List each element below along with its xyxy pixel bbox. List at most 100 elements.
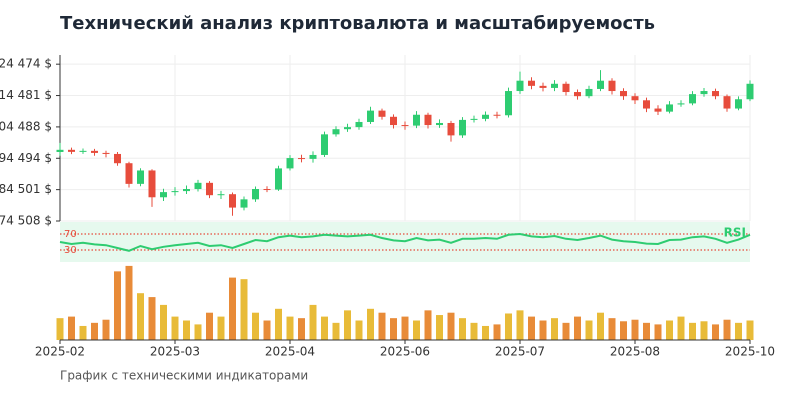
- volume-bar: [263, 320, 271, 340]
- candle-body: [125, 163, 133, 184]
- volume-bar: [148, 297, 156, 340]
- x-tick-label: 2025-03: [150, 345, 200, 359]
- candle-body: [344, 127, 351, 130]
- candle-body: [183, 189, 190, 192]
- volume-bar: [746, 320, 754, 340]
- volume-bar: [413, 320, 420, 340]
- volume-bar: [528, 316, 535, 340]
- volume-bar: [355, 320, 363, 340]
- volume-bar: [482, 325, 489, 340]
- candle-body: [677, 103, 685, 105]
- volume-bar: [620, 321, 627, 340]
- candle-body: [217, 194, 225, 196]
- candle-body: [447, 122, 455, 136]
- candle-body: [286, 158, 294, 169]
- volume-bar: [551, 318, 558, 340]
- volume-bar: [114, 271, 121, 340]
- candle-body: [137, 170, 144, 184]
- candle-body: [689, 94, 696, 104]
- x-tick-label: 2025-08: [610, 345, 660, 359]
- candle-body: [378, 110, 386, 117]
- volume-bar: [470, 322, 478, 340]
- volume-bar: [332, 322, 340, 340]
- candle-body: [574, 92, 581, 97]
- volume-bar: [252, 312, 259, 340]
- volume-bar: [436, 315, 443, 340]
- volume-bar: [643, 322, 650, 340]
- x-tick-label: 2025-07: [495, 345, 545, 359]
- volume-bar: [171, 316, 179, 340]
- volume-bar: [585, 320, 593, 340]
- footnote: График с техническими индикаторами: [60, 369, 308, 383]
- volume-bar: [562, 322, 570, 340]
- x-tick-label: 2025-06: [380, 345, 430, 359]
- candle-body: [712, 91, 719, 97]
- candle-body: [240, 199, 248, 208]
- volume-bar: [689, 322, 696, 340]
- candle-body: [160, 192, 167, 198]
- candle-body: [321, 134, 328, 155]
- candle-body: [309, 154, 317, 159]
- volume-bar: [102, 319, 110, 340]
- rsi-label: RSI: [724, 226, 746, 240]
- x-tick-label: 2025-02: [35, 345, 85, 359]
- rsi-line: [59, 232, 751, 252]
- volume-bar: [206, 312, 213, 340]
- candle-body: [298, 158, 305, 160]
- y-tick-label: 84 501 $: [0, 182, 52, 196]
- candle-body: [551, 83, 558, 88]
- candle-body: [746, 83, 754, 100]
- volume-bar: [91, 322, 98, 340]
- candle-body: [252, 189, 259, 200]
- candle-body: [91, 150, 98, 153]
- candle-body: [401, 125, 409, 127]
- candle-body: [700, 91, 708, 95]
- candle-body: [654, 108, 662, 112]
- candle-body: [631, 96, 639, 101]
- y-tick-label: 114 481 $: [0, 88, 52, 102]
- candle-body: [68, 149, 75, 152]
- candle-body: [620, 91, 627, 97]
- volume-bar: [309, 304, 317, 340]
- candle-body: [102, 152, 110, 154]
- y-tick-label: 104 488 $: [0, 119, 52, 133]
- candle-body: [562, 83, 570, 93]
- x-tick-label: 2025-10: [725, 345, 775, 359]
- candle-body: [493, 114, 501, 116]
- volume-bar: [321, 316, 328, 340]
- candle-body: [171, 191, 179, 193]
- y-tick-label: 124 474 $: [0, 57, 52, 71]
- volume-bar: [505, 313, 512, 340]
- candle-body: [275, 168, 282, 190]
- candle-body: [367, 110, 374, 122]
- volume-bar: [459, 318, 466, 340]
- candle-body: [56, 149, 64, 152]
- volume-bar: [125, 265, 133, 340]
- volume-bar: [608, 318, 616, 340]
- volume-bar: [424, 310, 432, 340]
- volume-bar: [344, 310, 351, 340]
- volume-bar: [401, 316, 409, 340]
- candle-body: [516, 80, 524, 92]
- volume-bar: [298, 318, 305, 340]
- candle-body: [539, 85, 547, 88]
- candle-body: [459, 119, 466, 136]
- volume-bar: [160, 304, 167, 340]
- volume-bar: [275, 308, 282, 340]
- candle-body: [229, 194, 236, 208]
- volume-bar: [597, 312, 604, 340]
- volume-bar: [137, 293, 144, 340]
- candle-body: [390, 116, 397, 126]
- candle-body: [723, 96, 731, 109]
- volume-bar: [677, 316, 685, 340]
- volume-bar: [68, 316, 75, 340]
- volume-bar: [194, 324, 202, 340]
- candle-body: [424, 114, 432, 126]
- volume-bar: [666, 320, 673, 340]
- volume-bar: [390, 318, 397, 340]
- volume-bar: [367, 308, 374, 340]
- y-tick-label: 94 494 $: [0, 151, 52, 165]
- candle-body: [355, 121, 363, 128]
